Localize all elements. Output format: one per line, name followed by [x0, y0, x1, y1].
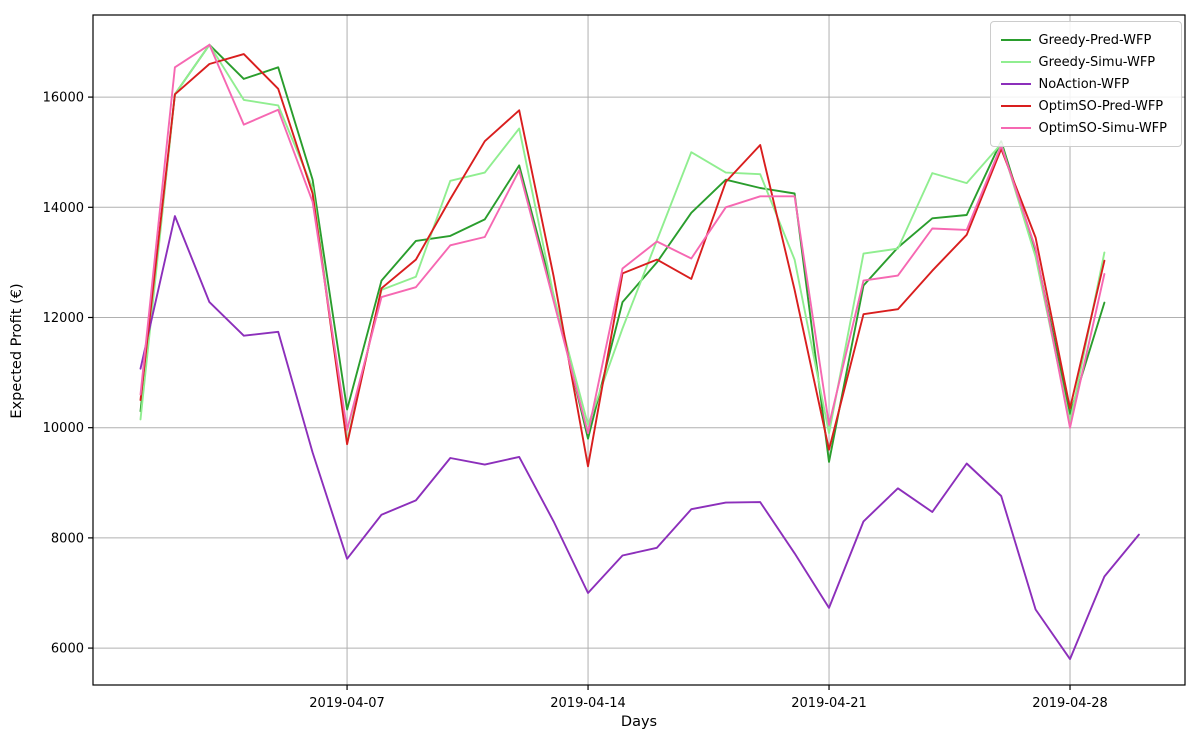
- legend-line-icon: [1000, 105, 1031, 107]
- y-tick-label: 8000: [51, 531, 84, 546]
- legend-label: Greedy-Simu-WFP: [1038, 54, 1156, 70]
- legend-line-icon: [1000, 127, 1031, 129]
- legend-label: OptimSO-Pred-WFP: [1038, 98, 1164, 114]
- y-tick-label: 16000: [43, 91, 84, 106]
- x-tick-label: 2019-04-07: [309, 696, 385, 711]
- y-tick-label: 10000: [43, 421, 84, 436]
- x-tick-label: 2019-04-14: [550, 696, 626, 711]
- x-tick-label: 2019-04-21: [791, 696, 867, 711]
- legend-item-greedy-pred-wfp: Greedy-Pred-WFP: [1000, 29, 1172, 51]
- legend: Greedy-Pred-WFP Greedy-Simu-WFP NoAction…: [989, 21, 1182, 147]
- y-tick-label: 6000: [51, 642, 84, 657]
- legend-item-optimso-pred-wfp: OptimSO-Pred-WFP: [1000, 95, 1172, 117]
- series-line-greedy-pred-wfp: [139, 43, 1106, 463]
- legend-line-icon: [1000, 39, 1031, 41]
- y-axis-label: Expected Profit (€): [9, 283, 25, 419]
- legend-line-icon: [1000, 61, 1031, 63]
- legend-item-optimso-simu-wfp: OptimSO-Simu-WFP: [1000, 117, 1172, 139]
- legend-label: OptimSO-Simu-WFP: [1038, 120, 1168, 136]
- y-tick-label: 12000: [43, 311, 84, 326]
- legend-label: Greedy-Pred-WFP: [1038, 32, 1152, 48]
- legend-item-greedy-simu-wfp: Greedy-Simu-WFP: [1000, 51, 1172, 73]
- plot-border: [92, 14, 1186, 686]
- x-axis-label: Days: [620, 714, 658, 730]
- series-line-noaction-wfp: [139, 215, 1140, 661]
- legend-label: NoAction-WFP: [1038, 76, 1130, 92]
- legend-line-icon: [1000, 83, 1031, 85]
- legend-item-noaction-wfp: NoAction-WFP: [1000, 73, 1172, 95]
- series-line-optimso-pred-wfp: [139, 53, 1106, 468]
- series-line-optimso-simu-wfp: [139, 43, 1106, 435]
- y-tick-label: 14000: [43, 201, 84, 216]
- x-tick-label: 2019-04-28: [1032, 696, 1108, 711]
